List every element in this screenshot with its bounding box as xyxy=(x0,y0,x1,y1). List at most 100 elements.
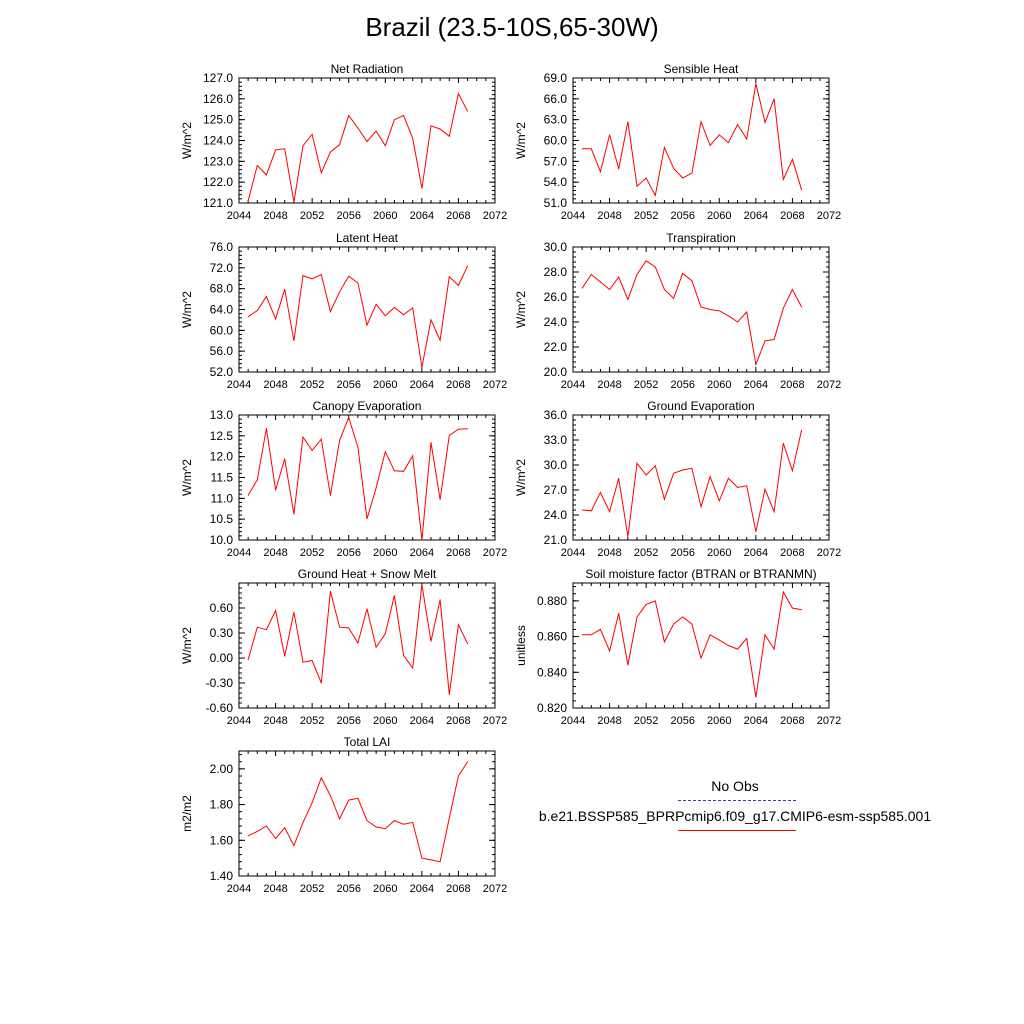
x-tick-label: 2048 xyxy=(597,210,621,222)
data-point xyxy=(709,476,711,478)
data-point xyxy=(792,607,793,609)
data-point xyxy=(590,634,592,636)
x-tick-label: 2064 xyxy=(410,883,434,895)
x-tick-label: 2044 xyxy=(561,210,585,222)
y-tick-label: 121.0 xyxy=(203,196,233,210)
x-tick-label: 2048 xyxy=(263,715,287,727)
x-tick-label: 2068 xyxy=(780,715,804,727)
series-line xyxy=(247,265,469,368)
data-point xyxy=(728,315,729,317)
data-point xyxy=(430,640,432,642)
data-point xyxy=(293,845,295,847)
data-point xyxy=(320,682,322,684)
x-tick-label: 2072 xyxy=(483,883,507,895)
x-tick-label: 2060 xyxy=(373,379,397,391)
x-tick-label: 2056 xyxy=(670,715,694,727)
data-point xyxy=(746,138,748,140)
x-tick-label: 2068 xyxy=(446,379,470,391)
x-tick-label: 2044 xyxy=(561,715,585,727)
data-point xyxy=(618,276,620,278)
series-line xyxy=(247,416,468,541)
data-point xyxy=(366,518,368,520)
data-point xyxy=(293,340,295,342)
data-point xyxy=(302,661,304,663)
data-point xyxy=(339,626,340,628)
y-tick-label: 63.0 xyxy=(544,113,568,127)
data-point xyxy=(467,428,468,430)
x-tick-label: 2052 xyxy=(634,210,658,222)
data-point xyxy=(247,835,249,837)
x-tick-label: 2072 xyxy=(483,379,507,391)
data-point xyxy=(384,451,386,453)
y-tick-label: 2.00 xyxy=(210,762,234,776)
data-point xyxy=(439,499,441,500)
data-point xyxy=(782,442,784,444)
data-point xyxy=(412,138,414,139)
data-point xyxy=(709,309,711,310)
data-point xyxy=(609,134,610,136)
data-point xyxy=(384,315,386,317)
data-point xyxy=(275,610,276,611)
legend-line-model-run xyxy=(678,830,796,831)
data-point xyxy=(375,826,377,828)
data-point xyxy=(275,149,276,151)
y-axis-label: W/m^2 xyxy=(514,122,528,159)
y-tick-label: 68.0 xyxy=(210,282,234,296)
data-point xyxy=(645,260,647,262)
y-tick-label: 0.60 xyxy=(210,601,234,615)
data-point xyxy=(302,822,304,823)
x-tick-label: 2052 xyxy=(634,715,658,727)
data-point xyxy=(284,827,286,829)
y-tick-label: 60.0 xyxy=(544,134,568,148)
y-tick-label: 10.0 xyxy=(210,533,234,547)
data-point xyxy=(330,311,331,312)
data-point xyxy=(421,584,423,586)
data-point xyxy=(394,307,395,308)
x-tick-label: 2072 xyxy=(483,715,507,727)
x-tick-label: 2064 xyxy=(744,210,768,222)
data-point xyxy=(275,838,276,839)
y-tick-label: -0.60 xyxy=(206,701,234,715)
data-point xyxy=(458,93,459,95)
x-tick-label: 2064 xyxy=(744,379,768,391)
data-point xyxy=(764,122,766,123)
data-point xyxy=(311,278,313,280)
x-tick-label: 2056 xyxy=(336,715,360,727)
data-point xyxy=(590,510,592,512)
y-axis-label: W/m^2 xyxy=(180,122,194,159)
data-point xyxy=(394,595,395,596)
y-tick-label: 0.00 xyxy=(210,651,234,665)
data-point xyxy=(773,511,775,513)
x-tick-label: 2072 xyxy=(817,715,841,727)
y-tick-label: 122.0 xyxy=(203,175,233,189)
y-tick-label: 12.0 xyxy=(210,450,234,464)
data-point xyxy=(682,616,684,618)
data-point xyxy=(430,125,432,127)
data-point xyxy=(600,281,601,283)
x-tick-label: 2052 xyxy=(300,715,324,727)
x-tick-label: 2064 xyxy=(410,379,434,391)
data-point xyxy=(764,340,766,342)
x-tick-label: 2068 xyxy=(446,883,470,895)
data-point xyxy=(247,200,249,202)
data-point xyxy=(439,128,441,130)
data-point xyxy=(627,121,629,123)
data-point xyxy=(673,472,674,474)
data-point xyxy=(320,274,322,276)
data-point xyxy=(421,188,423,189)
y-tick-label: 24.0 xyxy=(544,508,568,522)
data-point xyxy=(330,590,331,592)
data-point xyxy=(746,637,748,639)
data-point xyxy=(357,446,359,448)
chart-title: Ground Evaporation xyxy=(647,399,754,413)
data-point xyxy=(320,172,322,174)
y-tick-label: 11.0 xyxy=(211,491,234,505)
x-tick-label: 2044 xyxy=(227,210,251,222)
data-point xyxy=(430,859,432,861)
x-tick-label: 2072 xyxy=(817,379,841,391)
x-tick-label: 2044 xyxy=(227,715,251,727)
y-tick-label: 57.0 xyxy=(544,154,568,168)
plot-frame xyxy=(572,246,830,373)
data-point xyxy=(709,634,711,636)
data-point xyxy=(801,306,802,308)
